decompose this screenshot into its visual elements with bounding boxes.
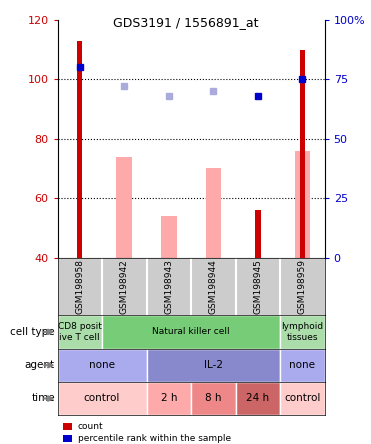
Bar [58,315,102,349]
Text: GSM198942: GSM198942 [120,259,129,314]
Text: GSM198959: GSM198959 [298,259,307,314]
Bar [147,349,280,382]
Text: 8 h: 8 h [205,393,221,404]
Bar [116,157,132,258]
Text: GSM198945: GSM198945 [253,259,262,314]
Text: GSM198958: GSM198958 [75,259,84,314]
Bar [255,210,260,258]
Text: GSM198943: GSM198943 [164,259,173,314]
Text: cell type: cell type [10,327,55,337]
Text: CD8 posit
ive T cell: CD8 posit ive T cell [58,322,102,341]
Text: control: control [284,393,321,404]
Text: none: none [289,360,315,370]
Bar [58,382,147,415]
Text: time: time [31,393,55,404]
Text: none: none [89,360,115,370]
Text: lymphoid
tissues: lymphoid tissues [281,322,324,341]
Text: control: control [84,393,120,404]
Bar [58,349,147,382]
Text: percentile rank within the sample: percentile rank within the sample [78,434,231,443]
Text: 24 h: 24 h [246,393,269,404]
Text: count: count [78,422,104,431]
Text: GSM198944: GSM198944 [209,259,218,314]
Text: agent: agent [25,360,55,370]
Bar [236,382,280,415]
Text: Natural killer cell: Natural killer cell [152,327,230,337]
Bar [300,50,305,258]
Bar [295,151,310,258]
Text: IL-2: IL-2 [204,360,223,370]
Text: 2 h: 2 h [161,393,177,404]
Bar [77,41,82,258]
Bar [191,382,236,415]
Bar [280,315,325,349]
Bar [206,168,221,258]
Bar [280,382,325,415]
Text: GDS3191 / 1556891_at: GDS3191 / 1556891_at [113,16,258,28]
Bar [102,315,280,349]
Bar [161,216,177,258]
Bar [280,349,325,382]
Bar [147,382,191,415]
